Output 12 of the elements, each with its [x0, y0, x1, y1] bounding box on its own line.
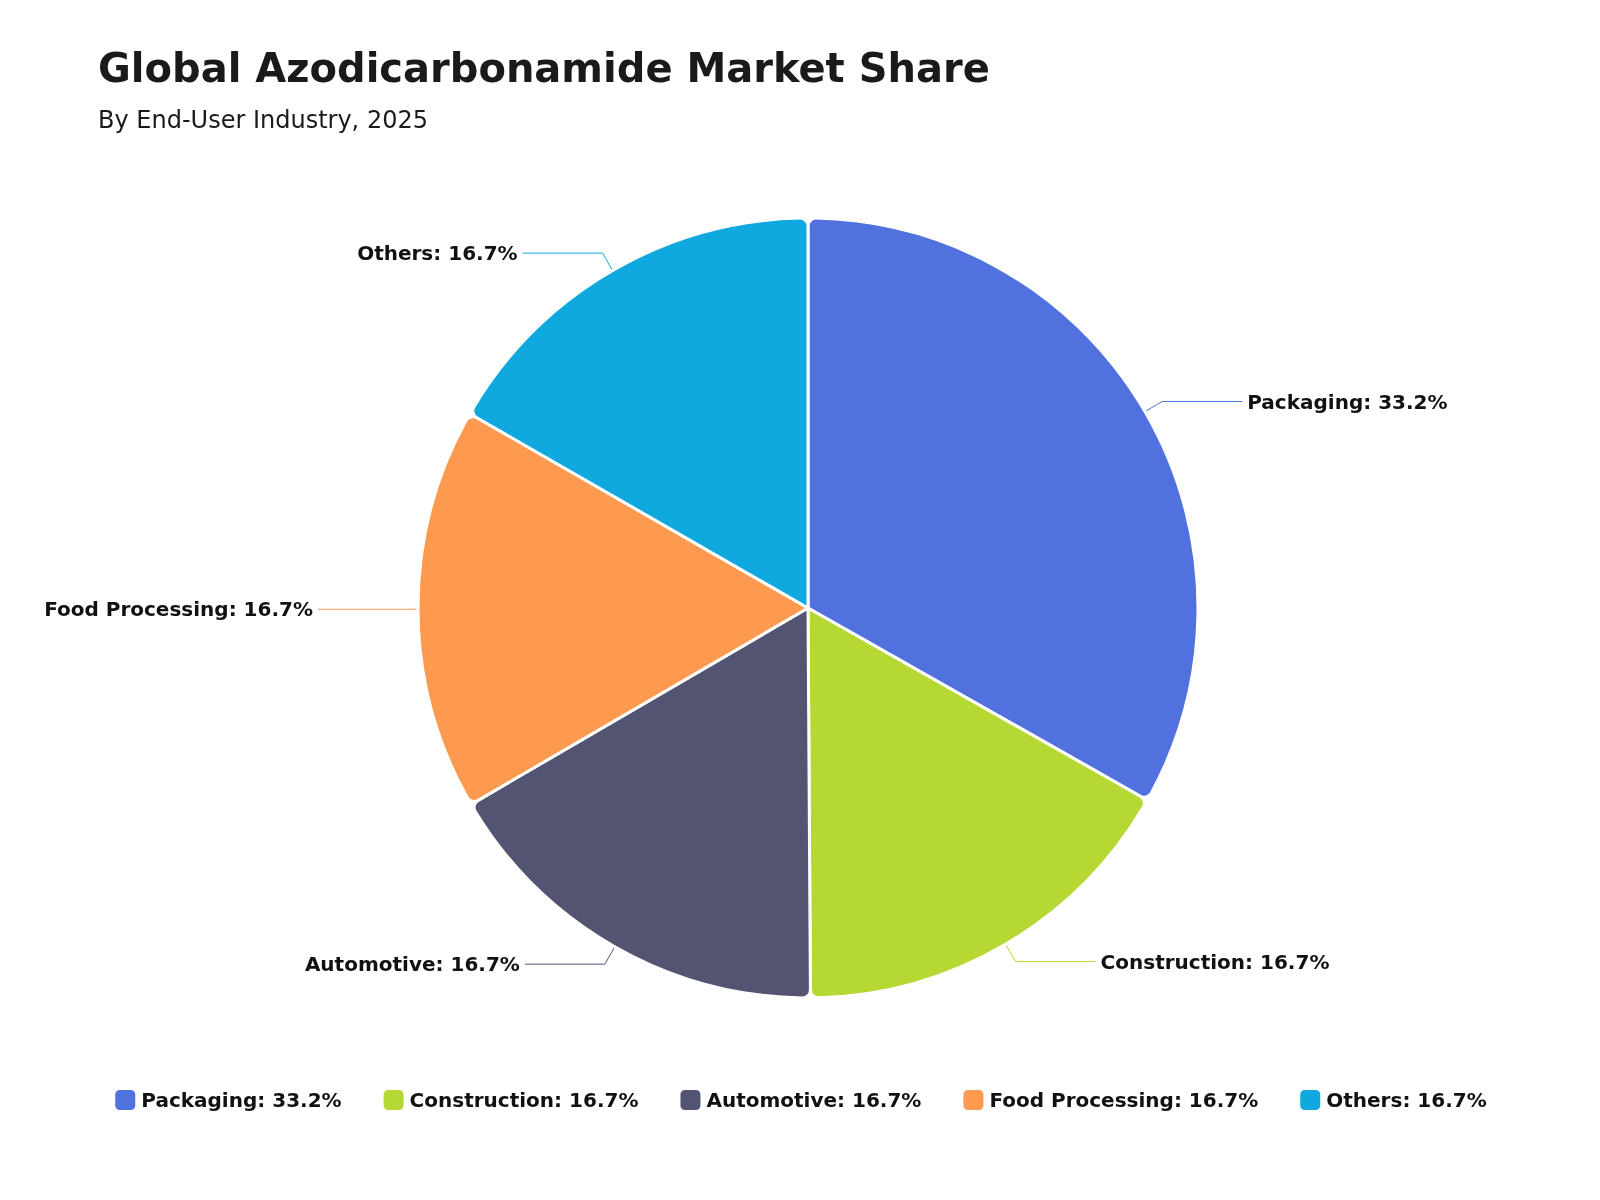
slice-label: Food Processing: 16.7%: [44, 597, 313, 622]
chart-title: Global Azodicarbonamide Market Share: [98, 45, 990, 91]
legend-label: Packaging: 33.2%: [141, 1088, 342, 1112]
chart-subtitle: By End-User Industry, 2025: [98, 106, 428, 134]
slice-label: Others: 16.7%: [357, 241, 518, 266]
slice-label: Packaging: 33.2%: [1247, 389, 1448, 414]
legend-label: Construction: 16.7%: [409, 1088, 639, 1112]
slice-label: Automotive: 16.7%: [304, 952, 520, 977]
slice-label: Construction: 16.7%: [1100, 949, 1330, 974]
legend-label: Others: 16.7%: [1326, 1088, 1487, 1112]
legend-label: Food Processing: 16.7%: [989, 1088, 1259, 1112]
legend-label: Automotive: 16.7%: [706, 1088, 922, 1112]
